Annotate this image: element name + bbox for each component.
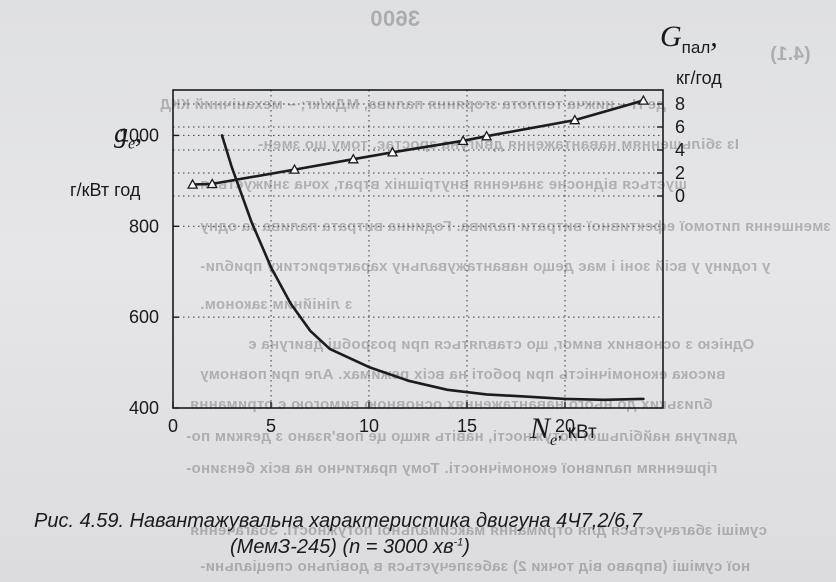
- data-point-triangle: [206, 178, 218, 189]
- x-subscript: e: [550, 432, 558, 449]
- data-point-triangle: [288, 163, 301, 174]
- x-tick-label: 5: [266, 416, 276, 436]
- ge-axis-unit: г/кВт год: [70, 180, 141, 200]
- left-tick-label: 600: [129, 307, 159, 327]
- right-tick-label: 0: [675, 186, 685, 206]
- x-axis-title: Ne, кВт: [530, 412, 597, 450]
- data-point-triangle: [386, 146, 399, 157]
- ge-axis-title: ge,: [114, 118, 142, 154]
- ge-symbol: g: [114, 118, 128, 149]
- fuel-axis-unit: кг/год: [676, 68, 722, 88]
- right-tick-label: 4: [675, 140, 685, 160]
- fuel-subscript: пал: [681, 38, 711, 57]
- fuel-consumption-line: [191, 99, 645, 186]
- ge-comma: ,: [135, 118, 143, 149]
- data-point-triangle: [569, 114, 581, 125]
- specific-consumption-curve: [220, 134, 645, 402]
- right-tick-label: 8: [675, 94, 685, 114]
- left-tick-label: 1000: [119, 125, 159, 145]
- left-tick-label: 800: [129, 216, 159, 236]
- caption-line2-before: (МемЗ-245) (n = 3000 хв: [230, 536, 454, 558]
- x-symbol: N: [530, 412, 551, 445]
- x-tick-label: 10: [359, 416, 379, 436]
- x-tick-label: 15: [457, 416, 477, 436]
- x-tick-label: 20: [555, 416, 575, 436]
- left-tick-label: 400: [129, 398, 159, 418]
- right-tick-label: 6: [675, 117, 685, 137]
- x-unit: , кВт: [557, 422, 597, 443]
- data-point-triangle: [637, 94, 650, 105]
- caption-line2-after: ): [463, 536, 470, 558]
- data-point-triangle: [186, 178, 199, 189]
- figure-caption-line2: (МемЗ-245) (n = 3000 хв-1): [230, 536, 470, 559]
- fuel-comma: ,: [710, 20, 718, 53]
- caption-line2-superscript: -1: [453, 536, 464, 549]
- fuel-axis-title: Gпал,: [660, 20, 718, 58]
- plot-frame: [172, 89, 664, 409]
- ge-subscript: e: [128, 135, 136, 153]
- x-tick-label: 0: [168, 416, 178, 436]
- right-tick-label: 2: [675, 163, 685, 183]
- data-point-triangle: [480, 130, 493, 141]
- data-point-triangle: [457, 134, 469, 146]
- data-point-triangle: [347, 153, 359, 164]
- fuel-symbol: G: [660, 20, 682, 53]
- figure-caption: Рис. 4.59. Навантажувальна характеристик…: [34, 510, 642, 532]
